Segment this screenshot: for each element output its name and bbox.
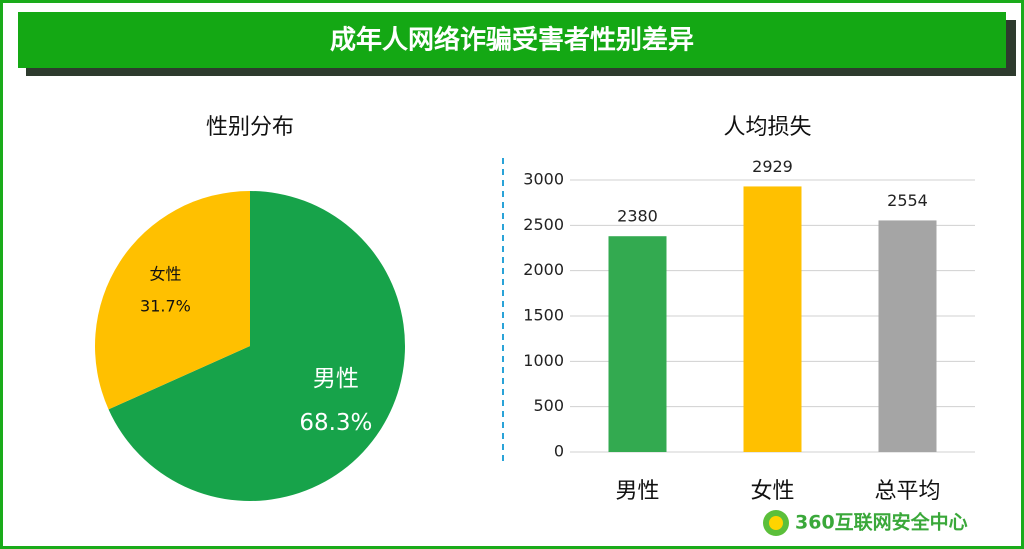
y-tick-label: 2000 xyxy=(523,260,564,279)
bar-value-label: 2554 xyxy=(887,191,928,210)
page-title: 成年人网络诈骗受害者性别差异 xyxy=(330,25,694,56)
slice-label: 女性 xyxy=(149,265,181,284)
y-tick-label: 1500 xyxy=(523,306,564,325)
x-tick-label: 总平均 xyxy=(874,479,940,504)
header-bar xyxy=(18,12,1006,68)
y-tick-label: 2500 xyxy=(523,215,564,234)
x-tick-label: 男性 xyxy=(615,479,659,504)
chart-title: 人均损失 xyxy=(723,115,811,140)
slice-value-label: 68.3% xyxy=(299,410,372,436)
logo-icon-inner xyxy=(769,516,783,530)
bar xyxy=(743,186,802,453)
footer-brand: 360互联网安全中心 xyxy=(795,511,968,534)
bar-value-label: 2929 xyxy=(752,157,793,176)
y-tick-label: 500 xyxy=(533,396,564,415)
bar xyxy=(608,236,667,452)
slice-label: 男性 xyxy=(313,366,359,392)
y-tick-label: 1000 xyxy=(523,351,564,370)
slice-value-label: 31.7% xyxy=(140,297,191,316)
y-tick-label: 0 xyxy=(554,442,564,461)
bar-value-label: 2380 xyxy=(617,207,658,226)
pie-slice xyxy=(95,191,250,410)
bar xyxy=(878,220,937,452)
y-tick-label: 3000 xyxy=(523,170,564,189)
pie-slice xyxy=(108,191,406,502)
logo xyxy=(763,510,789,536)
chart-title: 性别分布 xyxy=(206,115,294,140)
x-tick-label: 女性 xyxy=(750,479,794,504)
